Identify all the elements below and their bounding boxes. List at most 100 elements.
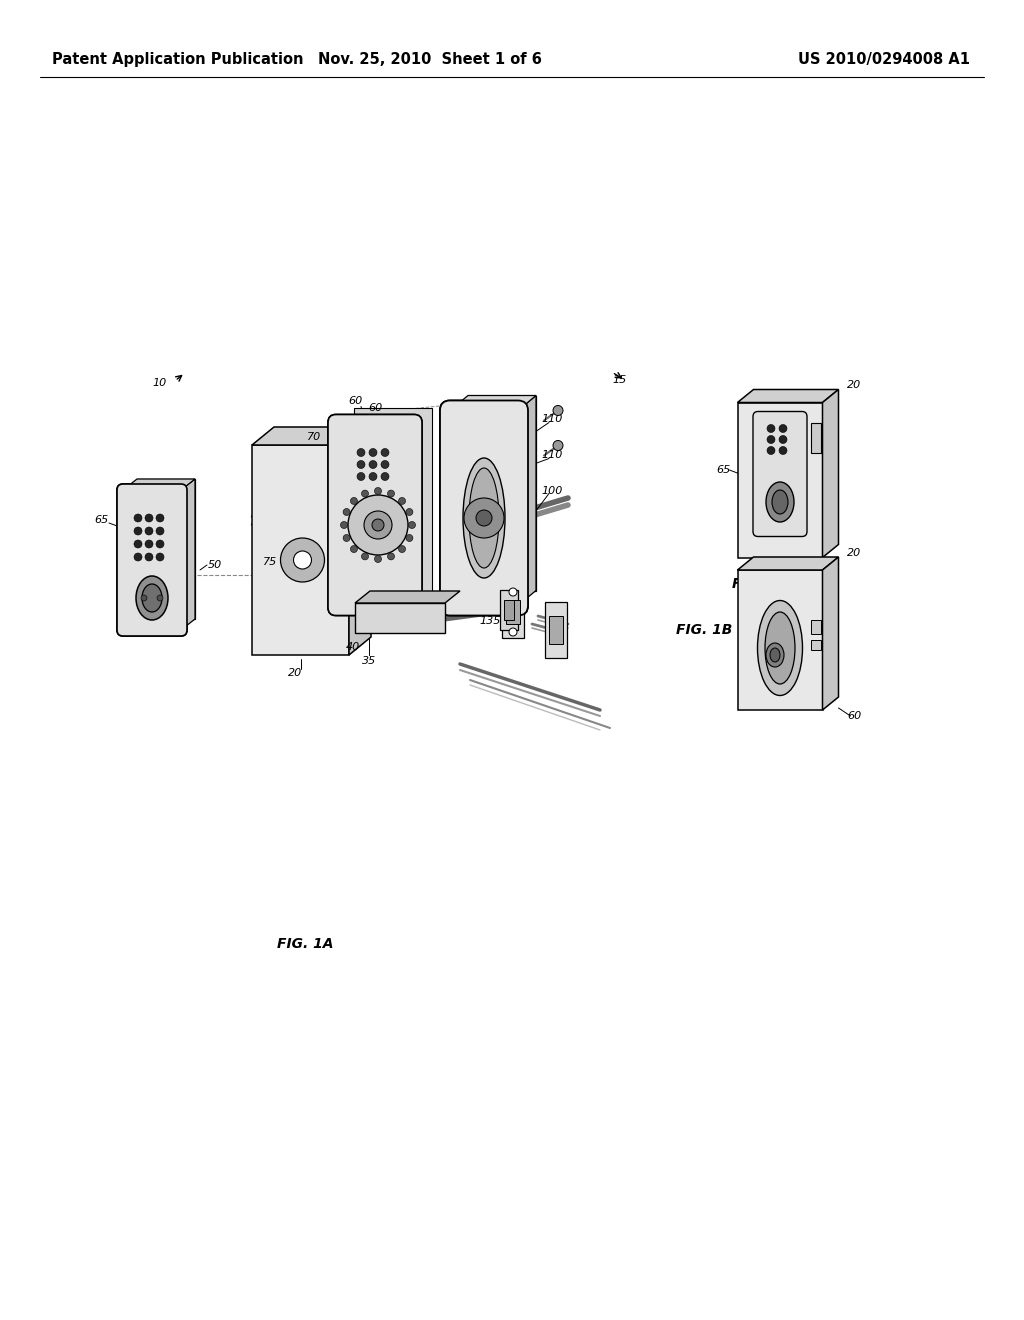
Circle shape — [357, 449, 365, 457]
Circle shape — [553, 405, 563, 416]
Ellipse shape — [758, 601, 803, 696]
Polygon shape — [137, 479, 195, 619]
Bar — [355, 603, 445, 634]
Circle shape — [156, 540, 164, 548]
Ellipse shape — [766, 643, 784, 667]
Circle shape — [134, 513, 142, 521]
Ellipse shape — [772, 490, 788, 513]
Polygon shape — [737, 570, 822, 710]
Circle shape — [406, 508, 413, 516]
Bar — [811, 640, 820, 649]
Text: 110: 110 — [542, 450, 562, 461]
Circle shape — [464, 498, 504, 539]
Polygon shape — [737, 557, 839, 570]
Text: 60: 60 — [368, 403, 382, 413]
Polygon shape — [123, 479, 195, 490]
Bar — [549, 616, 563, 644]
Polygon shape — [355, 591, 460, 603]
Polygon shape — [181, 479, 195, 630]
Ellipse shape — [142, 583, 162, 612]
Polygon shape — [349, 426, 371, 655]
Bar — [545, 602, 567, 657]
Circle shape — [134, 527, 142, 535]
Text: 100: 100 — [542, 486, 562, 495]
Circle shape — [398, 545, 406, 553]
FancyBboxPatch shape — [328, 414, 422, 615]
Polygon shape — [822, 557, 839, 710]
Circle shape — [409, 521, 416, 528]
Circle shape — [350, 498, 357, 504]
Circle shape — [281, 539, 325, 582]
Circle shape — [767, 446, 775, 454]
Circle shape — [348, 495, 408, 554]
Ellipse shape — [136, 576, 168, 620]
Text: 45: 45 — [359, 583, 374, 594]
Circle shape — [134, 553, 142, 561]
Text: 110: 110 — [542, 413, 562, 424]
Ellipse shape — [463, 458, 505, 578]
Text: 15: 15 — [613, 375, 627, 385]
Text: 10: 10 — [153, 378, 167, 388]
Circle shape — [381, 461, 389, 469]
Text: 20: 20 — [848, 548, 861, 558]
Polygon shape — [737, 403, 822, 557]
Circle shape — [779, 425, 787, 433]
Text: 135: 135 — [479, 615, 501, 626]
Circle shape — [767, 436, 775, 444]
Ellipse shape — [766, 482, 794, 521]
Circle shape — [381, 449, 389, 457]
Text: 60: 60 — [348, 396, 362, 405]
Circle shape — [509, 587, 517, 597]
Text: 60: 60 — [848, 711, 861, 721]
Circle shape — [294, 550, 311, 569]
Circle shape — [350, 545, 357, 553]
Circle shape — [779, 446, 787, 454]
Circle shape — [341, 521, 347, 528]
Polygon shape — [737, 389, 839, 403]
Circle shape — [375, 556, 382, 562]
Text: Patent Application Publication: Patent Application Publication — [52, 51, 303, 67]
Bar — [811, 620, 820, 634]
Bar — [811, 422, 820, 453]
Circle shape — [364, 511, 392, 539]
FancyBboxPatch shape — [117, 484, 187, 636]
Circle shape — [134, 540, 142, 548]
Circle shape — [361, 553, 369, 560]
Circle shape — [156, 513, 164, 521]
Circle shape — [343, 535, 350, 541]
Polygon shape — [450, 396, 536, 411]
Text: 20: 20 — [848, 380, 861, 391]
Bar — [502, 586, 524, 638]
Circle shape — [509, 628, 517, 636]
Ellipse shape — [765, 612, 795, 684]
Circle shape — [779, 436, 787, 444]
Text: FIG. 1C: FIG. 1C — [732, 577, 788, 590]
Text: 65: 65 — [94, 515, 109, 525]
Ellipse shape — [770, 648, 780, 663]
Circle shape — [141, 595, 147, 601]
Circle shape — [767, 425, 775, 433]
Circle shape — [357, 461, 365, 469]
Circle shape — [157, 595, 163, 601]
Bar — [504, 601, 514, 620]
Text: 30: 30 — [458, 582, 472, 591]
Circle shape — [156, 527, 164, 535]
Circle shape — [406, 535, 413, 541]
FancyBboxPatch shape — [440, 400, 528, 615]
Circle shape — [387, 553, 394, 560]
Text: 35: 35 — [361, 656, 376, 667]
Text: 50: 50 — [208, 560, 222, 570]
Circle shape — [369, 461, 377, 469]
Circle shape — [361, 490, 369, 498]
Circle shape — [398, 498, 406, 504]
Circle shape — [145, 513, 153, 521]
Circle shape — [375, 487, 382, 495]
FancyBboxPatch shape — [440, 400, 528, 615]
Bar — [500, 590, 518, 630]
Polygon shape — [822, 389, 839, 557]
Polygon shape — [252, 445, 349, 655]
Ellipse shape — [469, 469, 499, 568]
Circle shape — [343, 508, 350, 516]
Text: 65: 65 — [717, 465, 731, 475]
Text: Nov. 25, 2010  Sheet 1 of 6: Nov. 25, 2010 Sheet 1 of 6 — [318, 51, 542, 67]
